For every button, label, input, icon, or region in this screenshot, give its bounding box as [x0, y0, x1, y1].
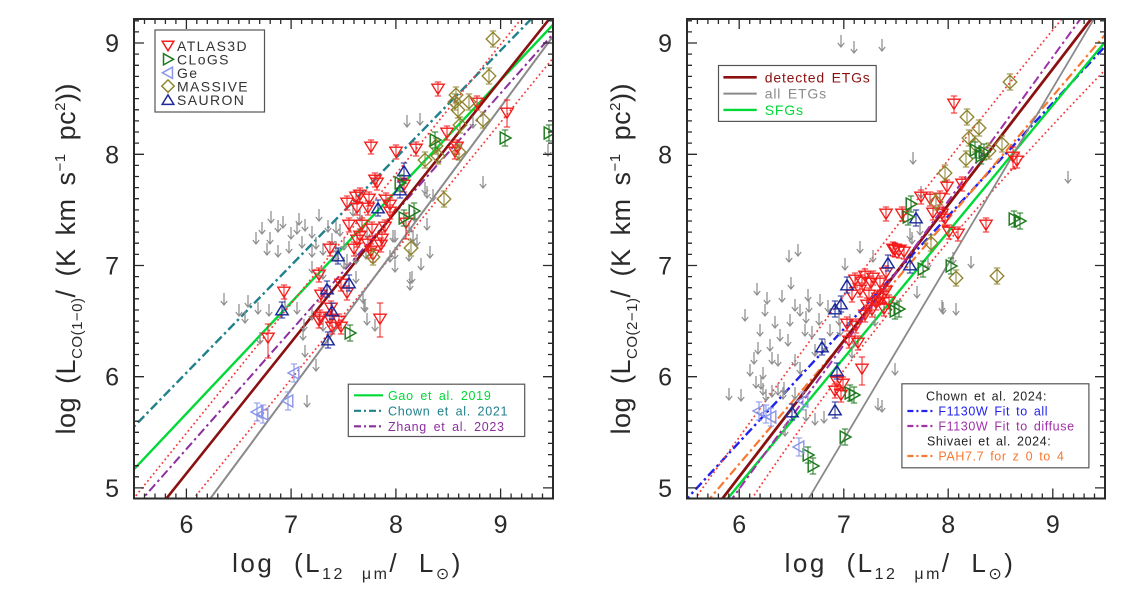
svg-text:6: 6 [179, 511, 193, 539]
svg-text:ATLAS3D: ATLAS3D [177, 38, 248, 54]
svg-text:all ETGs: all ETGs [765, 86, 827, 102]
svg-text:Shivaei et al. 2024:: Shivaei et al. 2024: [927, 435, 1051, 449]
svg-text:MASSIVE: MASSIVE [177, 78, 249, 94]
svg-text:7: 7 [658, 253, 672, 281]
svg-text:F1130W Fit to all: F1130W Fit to all [938, 405, 1048, 419]
svg-text:log (LCO(2−1)/ (K km s−1 pc2)): log (LCO(2−1)/ (K km s−1 pc2)) [606, 83, 641, 434]
svg-text:7: 7 [284, 511, 298, 539]
svg-text:5: 5 [105, 475, 119, 503]
svg-text:6: 6 [658, 364, 672, 392]
svg-text:PAH7.7 for z 0 to 4: PAH7.7 for z 0 to 4 [938, 450, 1064, 464]
svg-text:detected ETGs: detected ETGs [765, 69, 871, 85]
svg-text:log (LCO(1−0)/ (K km s−1 pc2)): log (LCO(1−0)/ (K km s−1 pc2)) [51, 83, 86, 434]
svg-text:8: 8 [105, 141, 119, 169]
svg-text:SFGs: SFGs [765, 102, 804, 118]
svg-text:Chown et al. 2024:: Chown et al. 2024: [926, 390, 1047, 404]
svg-text:8: 8 [941, 511, 955, 539]
svg-text:6: 6 [732, 511, 746, 539]
svg-text:SAURON: SAURON [177, 92, 245, 108]
svg-text:8: 8 [658, 141, 672, 169]
svg-text:Ge: Ge [177, 65, 198, 81]
svg-text:Zhang et al. 2023: Zhang et al. 2023 [388, 420, 505, 434]
svg-text:9: 9 [105, 30, 119, 58]
svg-text:5: 5 [658, 475, 672, 503]
svg-text:9: 9 [494, 511, 508, 539]
svg-text:8: 8 [389, 511, 403, 539]
svg-text:Gao et al. 2019: Gao et al. 2019 [388, 389, 491, 403]
svg-text:log (L12 μm/ L⊙): log (L12 μm/ L⊙) [232, 548, 463, 583]
svg-text:9: 9 [1046, 511, 1060, 539]
svg-text:Chown et al. 2021: Chown et al. 2021 [388, 404, 508, 418]
svg-text:7: 7 [105, 253, 119, 281]
svg-text:6: 6 [105, 364, 119, 392]
svg-text:CLoGS: CLoGS [177, 51, 230, 67]
svg-text:F1130W Fit to diffuse: F1130W Fit to diffuse [938, 420, 1074, 434]
svg-text:7: 7 [837, 511, 851, 539]
svg-text:9: 9 [658, 30, 672, 58]
